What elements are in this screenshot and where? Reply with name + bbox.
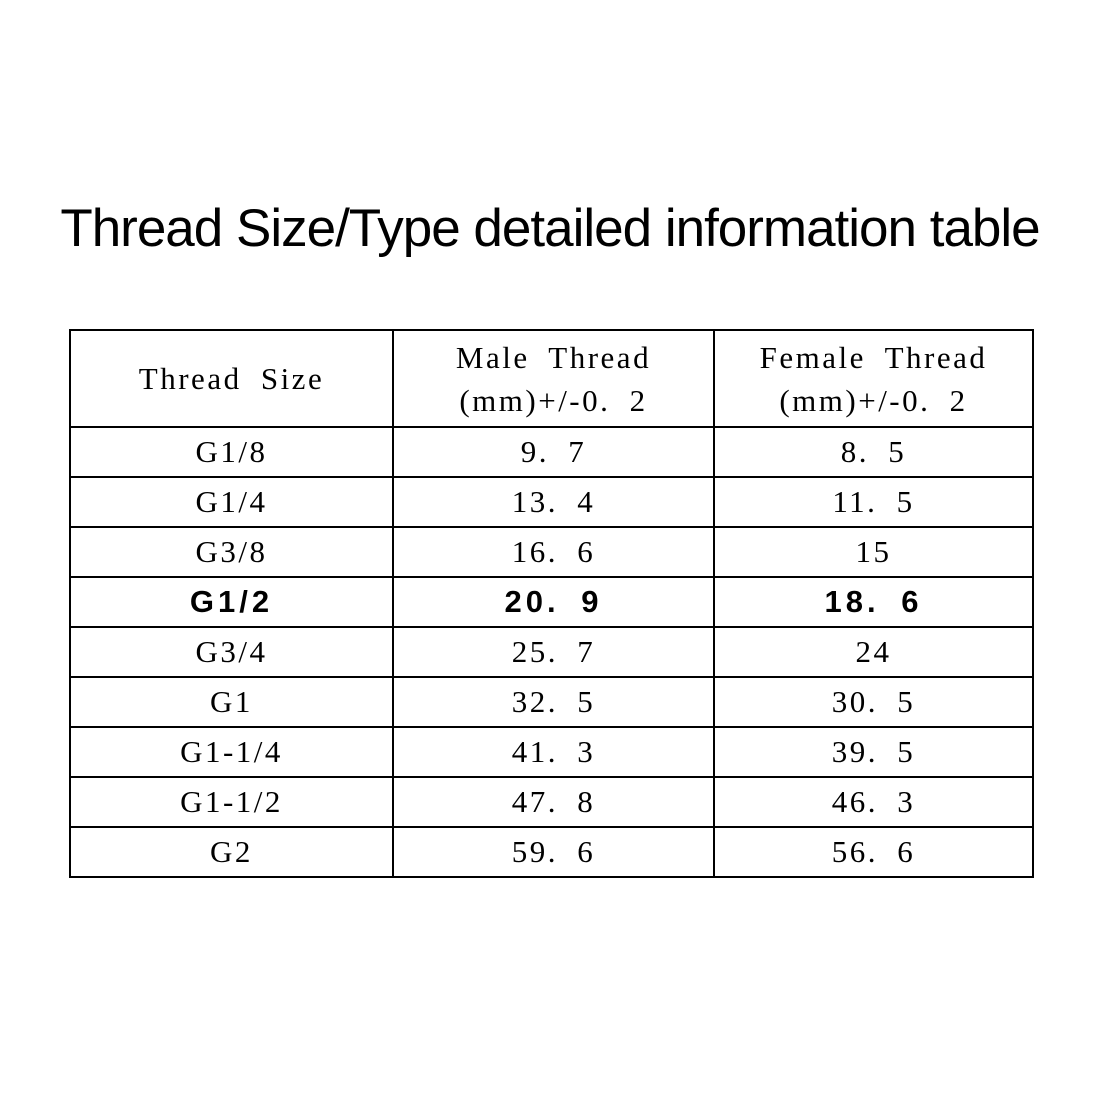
cell-thread-size: G1-1/4 [69,726,394,778]
thread-size-table: Thread Size Male Thread (mm)+/-0. 2 Fema… [69,329,1034,878]
cell-male-thread: 59. 6 [392,826,715,878]
cell-thread-size: G3/8 [69,526,394,578]
cell-female-thread: 18. 6 [713,576,1034,628]
cell-male-thread: 16. 6 [392,526,715,578]
header-label-female-thread-unit: (mm)+/-0. 2 [779,382,968,418]
header-label-female-thread: Female Thread [759,339,988,375]
cell-female-thread: 39. 5 [713,726,1034,778]
cell-thread-size: G1/8 [69,426,394,478]
col-header-male-thread: Male Thread (mm)+/-0. 2 [392,329,715,428]
cell-male-thread: 25. 7 [392,626,715,678]
header-label-thread-size: Thread Size [138,361,325,396]
cell-female-thread: 11. 5 [713,476,1034,528]
cell-female-thread: 30. 5 [713,676,1034,728]
cell-female-thread: 8. 5 [713,426,1034,478]
table-row: G2 59. 6 56. 6 [69,826,1034,878]
cell-thread-size: G2 [69,826,394,878]
table-row: G1 32. 5 30. 5 [69,676,1034,728]
table-body: G1/8 9. 7 8. 5 G1/4 13. 4 11. 5 G3/8 16. 6 15 G1/… [69,426,1034,878]
cell-female-thread: 15 [713,526,1034,578]
cell-male-thread: 20. 9 [392,576,715,628]
header-label-male-thread-unit: (mm)+/-0. 2 [459,382,648,418]
cell-thread-size: G1-1/2 [69,776,394,828]
cell-thread-size: G1/2 [69,576,394,628]
cell-male-thread: 47. 8 [392,776,715,828]
cell-thread-size: G1/4 [69,476,394,528]
cell-thread-size: G3/4 [69,626,394,678]
cell-female-thread: 56. 6 [713,826,1034,878]
table-header-row: Thread Size Male Thread (mm)+/-0. 2 Fema… [69,329,1034,428]
table-row: G1/4 13. 4 11. 5 [69,476,1034,528]
col-header-female-thread: Female Thread (mm)+/-0. 2 [713,329,1034,428]
table-row: G1/2 20. 9 18. 6 [69,576,1034,628]
cell-male-thread: 32. 5 [392,676,715,728]
cell-male-thread: 9. 7 [392,426,715,478]
table-row: G3/8 16. 6 15 [69,526,1034,578]
cell-female-thread: 24 [713,626,1034,678]
cell-thread-size: G1 [69,676,394,728]
table-row: G3/4 25. 7 24 [69,626,1034,678]
col-header-thread-size: Thread Size [69,329,394,428]
table-row: G1-1/2 47. 8 46. 3 [69,776,1034,828]
page-title: Thread Size/Type detailed information ta… [60,199,1040,258]
table-row: G1/8 9. 7 8. 5 [69,426,1034,478]
table-row: G1-1/4 41. 3 39. 5 [69,726,1034,778]
cell-female-thread: 46. 3 [713,776,1034,828]
cell-male-thread: 41. 3 [392,726,715,778]
header-label-male-thread: Male Thread [455,339,652,375]
cell-male-thread: 13. 4 [392,476,715,528]
